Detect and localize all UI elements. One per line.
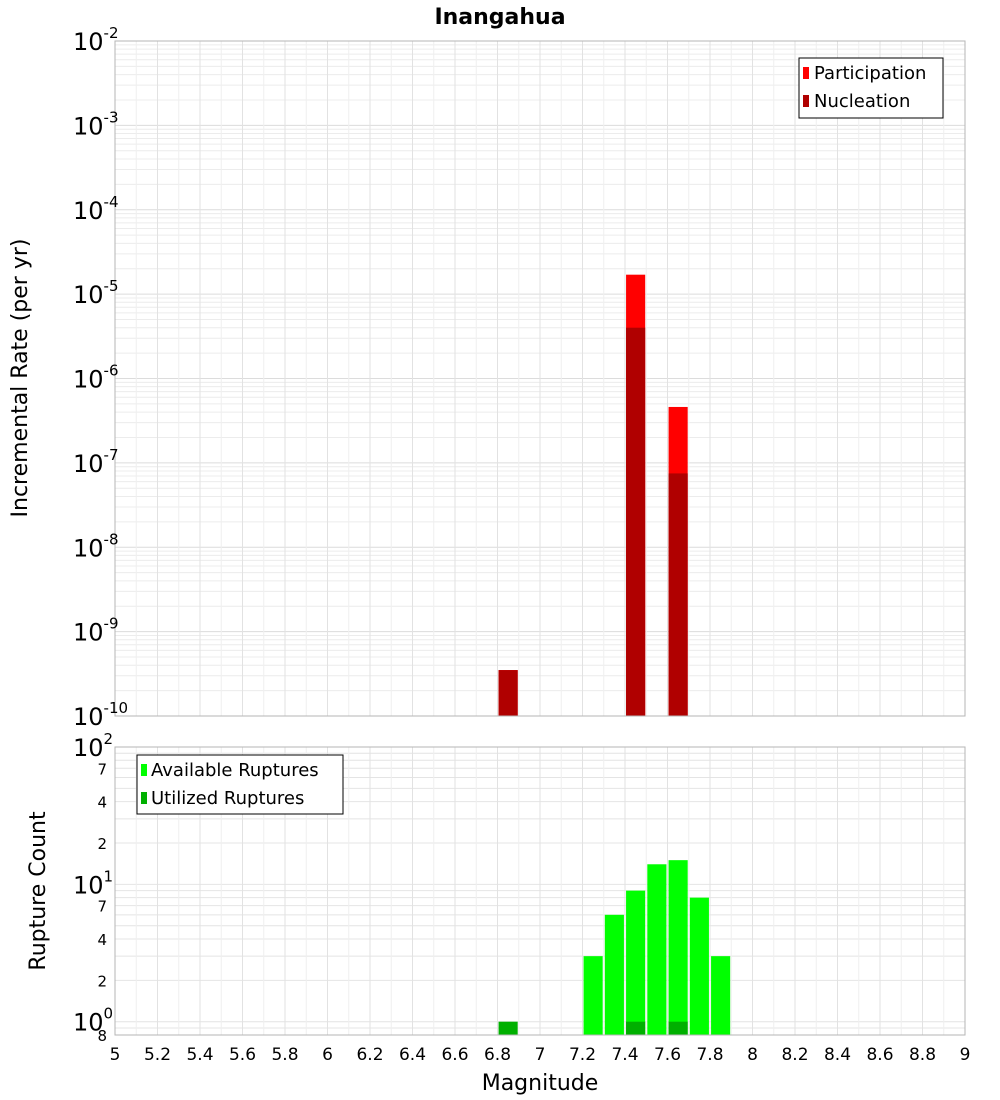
rupture-bar-available — [583, 956, 603, 1035]
legend-label-nucleation: Nucleation — [814, 91, 910, 112]
legend-label-utilized: Utilized Ruptures — [151, 788, 304, 809]
x-tick-label: 6.4 — [399, 1045, 426, 1065]
legend-label-available: Available Ruptures — [151, 760, 319, 781]
rate-legend-box — [798, 57, 944, 119]
rupture-ytick-label: 101 — [73, 867, 113, 899]
x-tick-label: 7.4 — [611, 1045, 638, 1065]
rate-plot-border — [114, 40, 966, 717]
rate-ytick-label: 10-10 — [73, 699, 128, 731]
legend-swatch-participation — [803, 67, 809, 79]
rupture-bar-available — [689, 897, 709, 1035]
rupture-ytick-minor-label: 2 — [97, 835, 107, 853]
rupture-bar-available — [668, 860, 688, 1035]
rupture-ytick-minor-label: 4 — [97, 794, 107, 812]
legend-label-participation: Participation — [814, 63, 926, 84]
rupture-ytick-minor-label: 8 — [97, 1027, 107, 1045]
x-tick-label: 7.2 — [569, 1045, 596, 1065]
x-tick-label: 5 — [110, 1045, 121, 1065]
x-tick-label: 5.4 — [186, 1045, 213, 1065]
rupture-ytick-minor-label: 2 — [97, 972, 107, 990]
rate-ytick-label: 10-2 — [73, 24, 119, 56]
rupture-legend-box — [136, 754, 344, 815]
x-tick-label: 5.2 — [144, 1045, 171, 1065]
rupture-ytick-minor-label: 4 — [97, 931, 107, 949]
rate-ytick-label: 10-5 — [73, 277, 119, 309]
rupture-bar-utilized — [498, 1021, 518, 1035]
rate-panel: 10-2 10-3 10-4 10-5 10-6 10-7 10-8 10-9 10-10 Ina… — [8, 5, 966, 731]
x-tick-label: 6.2 — [356, 1045, 383, 1065]
rate-bar-nucleation — [668, 473, 688, 716]
x-tick-label: 6.8 — [484, 1045, 511, 1065]
x-axis-label: Magnitude — [482, 1071, 599, 1096]
x-tick-label: 8.4 — [824, 1045, 851, 1065]
legend-swatch-nucleation — [803, 95, 809, 107]
rate-ytick-label: 10-7 — [73, 446, 119, 478]
legend-swatch-available — [141, 764, 147, 776]
x-tick-label: 5.6 — [229, 1045, 256, 1065]
rupture-bar-available — [604, 914, 624, 1035]
legend-swatch-utilized — [141, 792, 147, 804]
x-tick-label: 7.8 — [696, 1045, 723, 1065]
x-tick-label: 5.8 — [271, 1045, 298, 1065]
rupture-ytick-minor-label: 7 — [97, 898, 107, 916]
x-tick-label: 8.6 — [866, 1045, 893, 1065]
rupture-legend: Available Ruptures Utilized Ruptures — [136, 754, 344, 815]
rate-ytick-label: 10-6 — [73, 362, 119, 394]
rupture-ytick-label: 100 — [73, 1005, 113, 1037]
x-tick-label: 7.6 — [654, 1045, 681, 1065]
rupture-ytick-minor-label: 7 — [97, 760, 107, 778]
rupture-bar-utilized — [668, 1021, 688, 1035]
x-tick-label: 9 — [960, 1045, 971, 1065]
x-tick-label: 6.6 — [441, 1045, 468, 1065]
x-tick-label: 8 — [747, 1045, 758, 1065]
rate-ytick-label: 10-8 — [73, 530, 119, 562]
x-tick-label: 8.2 — [781, 1045, 808, 1065]
rupture-y-axis-label: Rupture Count — [26, 811, 51, 971]
rupture-ytick-label: 102 — [73, 730, 113, 762]
rate-bar-nucleation — [498, 670, 518, 716]
rupture-plot-border — [114, 746, 966, 1036]
rupture-bar-available — [711, 956, 731, 1035]
rate-legend: Participation Nucleation — [798, 57, 944, 119]
rate-ytick-label: 10-4 — [73, 193, 119, 225]
rupture-bar-available — [647, 864, 667, 1035]
rate-ytick-label: 10-9 — [73, 615, 119, 647]
x-tick-label: 7 — [535, 1045, 546, 1065]
rupture-bar-utilized — [626, 1021, 646, 1035]
chart-title: Inangahua — [434, 5, 565, 30]
rate-ytick-label: 10-3 — [73, 108, 119, 140]
x-tick-label: 8.8 — [909, 1045, 936, 1065]
rate-bar-nucleation — [626, 327, 646, 716]
x-tick-label: 6 — [322, 1045, 333, 1065]
rate-y-axis-label: Incremental Rate (per yr) — [8, 239, 33, 518]
rupture-bar-available — [626, 890, 646, 1035]
